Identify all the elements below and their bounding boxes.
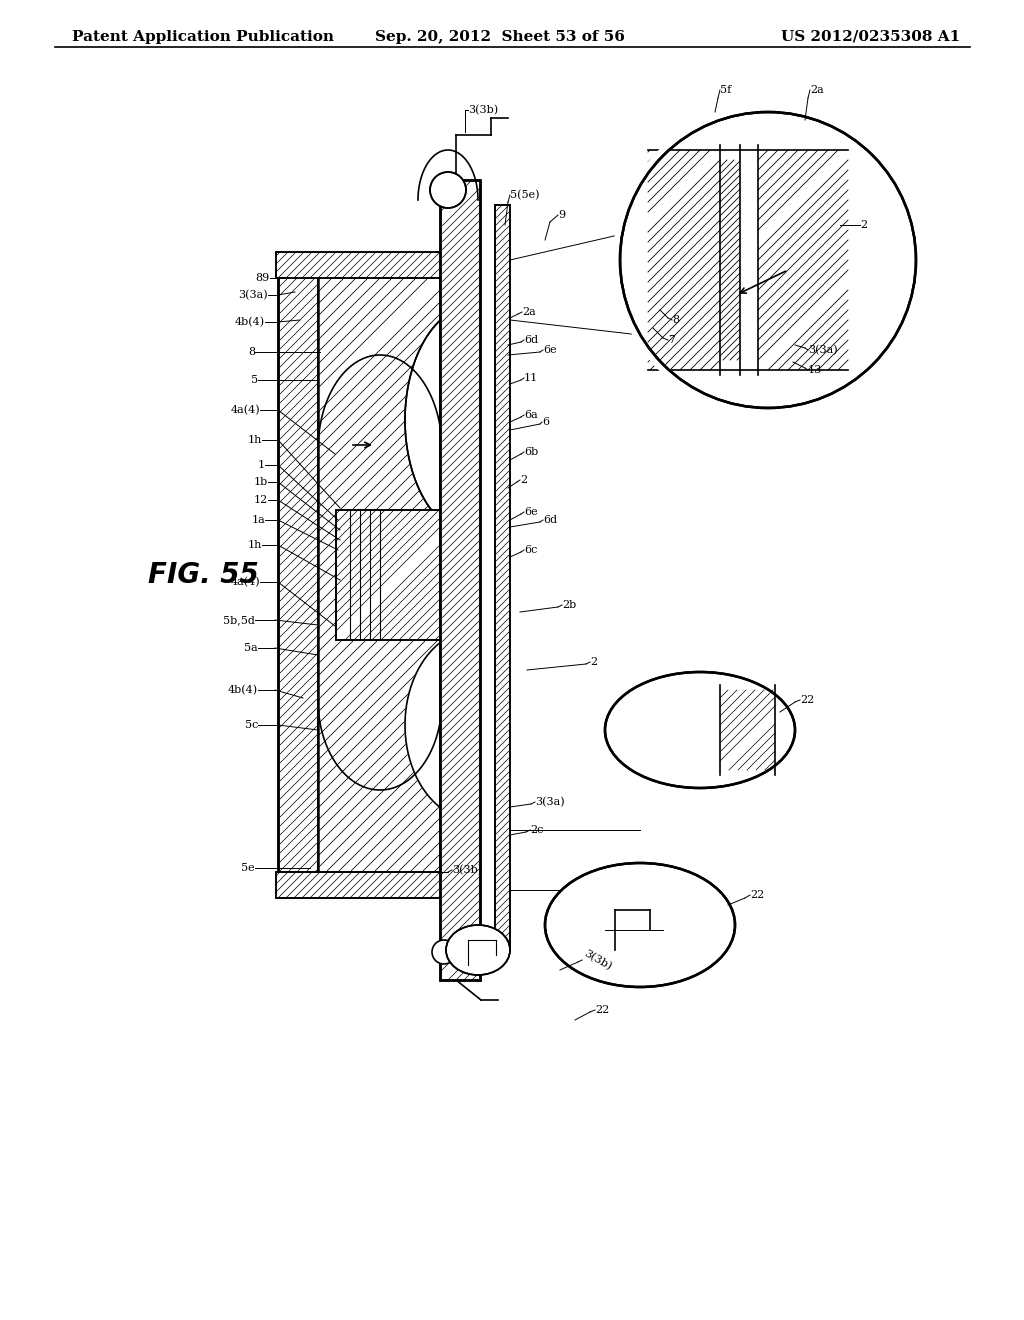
Text: 9: 9 bbox=[558, 210, 565, 220]
Text: 2a: 2a bbox=[522, 308, 536, 317]
Text: 12: 12 bbox=[254, 495, 268, 506]
Text: 1a: 1a bbox=[251, 515, 265, 525]
Ellipse shape bbox=[446, 925, 510, 975]
Text: 5f: 5f bbox=[720, 84, 731, 95]
Text: 2a: 2a bbox=[810, 84, 823, 95]
Text: US 2012/0235308 A1: US 2012/0235308 A1 bbox=[780, 30, 961, 44]
Text: 4b(4): 4b(4) bbox=[234, 317, 265, 327]
Bar bbox=[440, 180, 480, 979]
Text: Patent Application Publication: Patent Application Publication bbox=[72, 30, 334, 44]
Text: 6b: 6b bbox=[524, 447, 539, 457]
Text: 3(3a): 3(3a) bbox=[239, 290, 268, 300]
Text: 5a: 5a bbox=[245, 643, 258, 653]
Ellipse shape bbox=[605, 672, 795, 788]
Bar bbox=[276, 252, 460, 279]
Text: 13: 13 bbox=[808, 366, 822, 375]
Text: 4b(4): 4b(4) bbox=[228, 685, 258, 696]
Text: 7: 7 bbox=[668, 335, 675, 345]
Text: 2: 2 bbox=[860, 220, 867, 230]
Text: 6: 6 bbox=[542, 417, 549, 426]
Text: 8: 8 bbox=[672, 315, 679, 325]
Text: 8: 8 bbox=[248, 347, 255, 356]
Bar bbox=[276, 873, 460, 898]
Bar bbox=[278, 271, 318, 880]
Bar bbox=[318, 279, 440, 873]
Circle shape bbox=[430, 172, 466, 209]
Text: 1h: 1h bbox=[248, 436, 262, 445]
Ellipse shape bbox=[545, 863, 735, 987]
Text: 6e: 6e bbox=[543, 345, 557, 355]
Text: 6e: 6e bbox=[524, 507, 538, 517]
Text: 6d: 6d bbox=[543, 515, 557, 525]
Polygon shape bbox=[406, 630, 480, 820]
Text: 4a(4): 4a(4) bbox=[230, 405, 260, 416]
Text: 1h: 1h bbox=[248, 540, 262, 550]
Text: 5e: 5e bbox=[242, 863, 255, 873]
Bar bbox=[495, 205, 510, 950]
Text: 4a(4): 4a(4) bbox=[230, 577, 260, 587]
Bar bbox=[440, 180, 480, 979]
Bar bbox=[336, 510, 440, 640]
Text: 6a: 6a bbox=[524, 411, 538, 420]
Bar bbox=[336, 510, 440, 640]
Text: 3(3b): 3(3b) bbox=[582, 948, 613, 972]
Text: 2c: 2c bbox=[530, 825, 544, 836]
Circle shape bbox=[432, 940, 456, 964]
Text: 6d: 6d bbox=[524, 335, 539, 345]
Bar bbox=[495, 205, 510, 950]
Text: 3(3b): 3(3b) bbox=[452, 865, 482, 875]
Text: 1: 1 bbox=[258, 459, 265, 470]
Text: 3(3b): 3(3b) bbox=[468, 104, 498, 115]
Text: FIG. 55: FIG. 55 bbox=[148, 561, 259, 589]
Polygon shape bbox=[406, 305, 480, 535]
Circle shape bbox=[620, 112, 916, 408]
Text: 5b,5d: 5b,5d bbox=[223, 615, 255, 624]
Text: 89: 89 bbox=[256, 273, 270, 282]
Text: 11: 11 bbox=[524, 374, 539, 383]
Bar bbox=[276, 252, 460, 279]
Text: 22: 22 bbox=[750, 890, 764, 900]
Text: 2: 2 bbox=[520, 475, 527, 484]
Text: 6c: 6c bbox=[524, 545, 538, 554]
Text: 3(3a): 3(3a) bbox=[808, 345, 838, 355]
Text: 2b: 2b bbox=[562, 601, 577, 610]
Text: 22: 22 bbox=[800, 696, 814, 705]
Text: 5: 5 bbox=[251, 375, 258, 385]
Text: 5(5e): 5(5e) bbox=[510, 190, 540, 201]
Bar bbox=[276, 873, 460, 898]
Text: 2: 2 bbox=[590, 657, 597, 667]
Bar bbox=[278, 271, 318, 880]
Text: 5c: 5c bbox=[245, 719, 258, 730]
Bar bbox=[318, 279, 440, 873]
Text: 3(3a): 3(3a) bbox=[535, 797, 564, 807]
Text: Sep. 20, 2012  Sheet 53 of 56: Sep. 20, 2012 Sheet 53 of 56 bbox=[375, 30, 625, 44]
Text: 22: 22 bbox=[595, 1005, 609, 1015]
Text: 1b: 1b bbox=[254, 477, 268, 487]
